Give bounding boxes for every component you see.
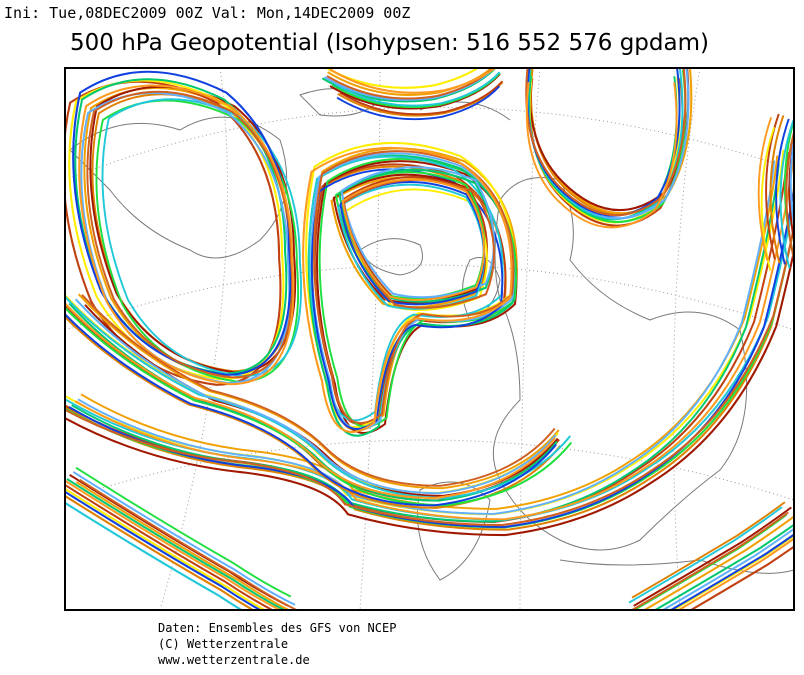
isohypse: [789, 135, 794, 231]
credit-line: Daten: Ensembles des GFS von NCEP: [158, 621, 397, 635]
isohypse: [74, 298, 557, 495]
isohypse: [65, 151, 789, 524]
isohypse: [661, 527, 794, 610]
map-area: [65, 68, 804, 610]
isohypse: [65, 312, 557, 507]
isohypse: [65, 483, 275, 610]
map-frame: [64, 67, 795, 611]
isohypse: [66, 478, 287, 610]
isohypse: [528, 76, 678, 221]
isohypse: [671, 534, 794, 610]
isohypse: [676, 537, 794, 610]
map-title: 500 hPa Geopotential (Isohypsen: 516 552…: [70, 30, 709, 56]
isohypse: [337, 183, 485, 310]
isohypse: [72, 70, 292, 376]
isohypse: [339, 80, 504, 116]
isohypse: [334, 71, 501, 107]
isohypse: [65, 301, 556, 500]
isohypse: [633, 506, 792, 607]
isohypse: [75, 481, 291, 610]
credits: Daten: Ensembles des GFS von NCEP (C) We…: [158, 620, 396, 668]
credit-line: (C) Wetterzentrale: [158, 637, 289, 651]
isohypse: [65, 246, 794, 537]
isohypse: [65, 295, 572, 499]
isohypse: [653, 523, 794, 610]
isohypse: [65, 490, 263, 610]
isohypse: [769, 115, 785, 264]
isohypse: [329, 68, 497, 94]
isohypse: [669, 533, 794, 610]
isohypse: [65, 494, 255, 610]
isohypse: [785, 128, 794, 264]
isohypse: [757, 117, 773, 261]
isohypse: [795, 102, 804, 259]
isohypse: [72, 471, 296, 606]
isohypse: [75, 466, 292, 598]
isohypse: [327, 68, 494, 96]
isohypse: [302, 146, 513, 433]
isohypse: [525, 68, 687, 217]
isohypse: [630, 511, 789, 610]
isohypse: [792, 166, 794, 218]
isohypse: [788, 135, 794, 245]
isohypse: [74, 154, 794, 521]
isohypse: [340, 178, 488, 305]
isohypse: [79, 478, 299, 610]
isohypse: [689, 545, 794, 610]
isohypse: [775, 118, 790, 265]
isohypse: [530, 68, 687, 215]
isohypse: [642, 515, 794, 610]
isohypse: [80, 155, 779, 510]
isohypse: [779, 120, 794, 269]
isohypse: [65, 501, 244, 610]
isohypse: [86, 90, 294, 379]
credit-line: www.wetterzentrale.de: [158, 653, 310, 667]
isohypse: [65, 196, 794, 521]
isohypse: [65, 479, 283, 610]
isohypse: [65, 222, 794, 531]
isohypse: [340, 166, 496, 299]
isohypse: [339, 181, 485, 306]
isohypse: [81, 294, 556, 487]
isohypse: [628, 506, 783, 604]
isohypse: [65, 222, 794, 529]
run-info: Ini: Tue,08DEC2009 00Z Val: Mon,14DEC200…: [4, 4, 411, 22]
isohypse: [525, 82, 678, 229]
isohypse: [631, 501, 786, 599]
isohypse: [341, 178, 485, 301]
isohypse: [78, 84, 295, 386]
isohypse: [101, 98, 302, 378]
isohypse: [307, 154, 516, 437]
isohypse: [68, 182, 794, 529]
isohypse: [310, 168, 504, 430]
isohypse: [65, 487, 267, 610]
isohypse: [336, 85, 501, 121]
isohypse: [77, 160, 776, 515]
isohypse: [760, 127, 776, 271]
isohypse: [65, 222, 794, 527]
